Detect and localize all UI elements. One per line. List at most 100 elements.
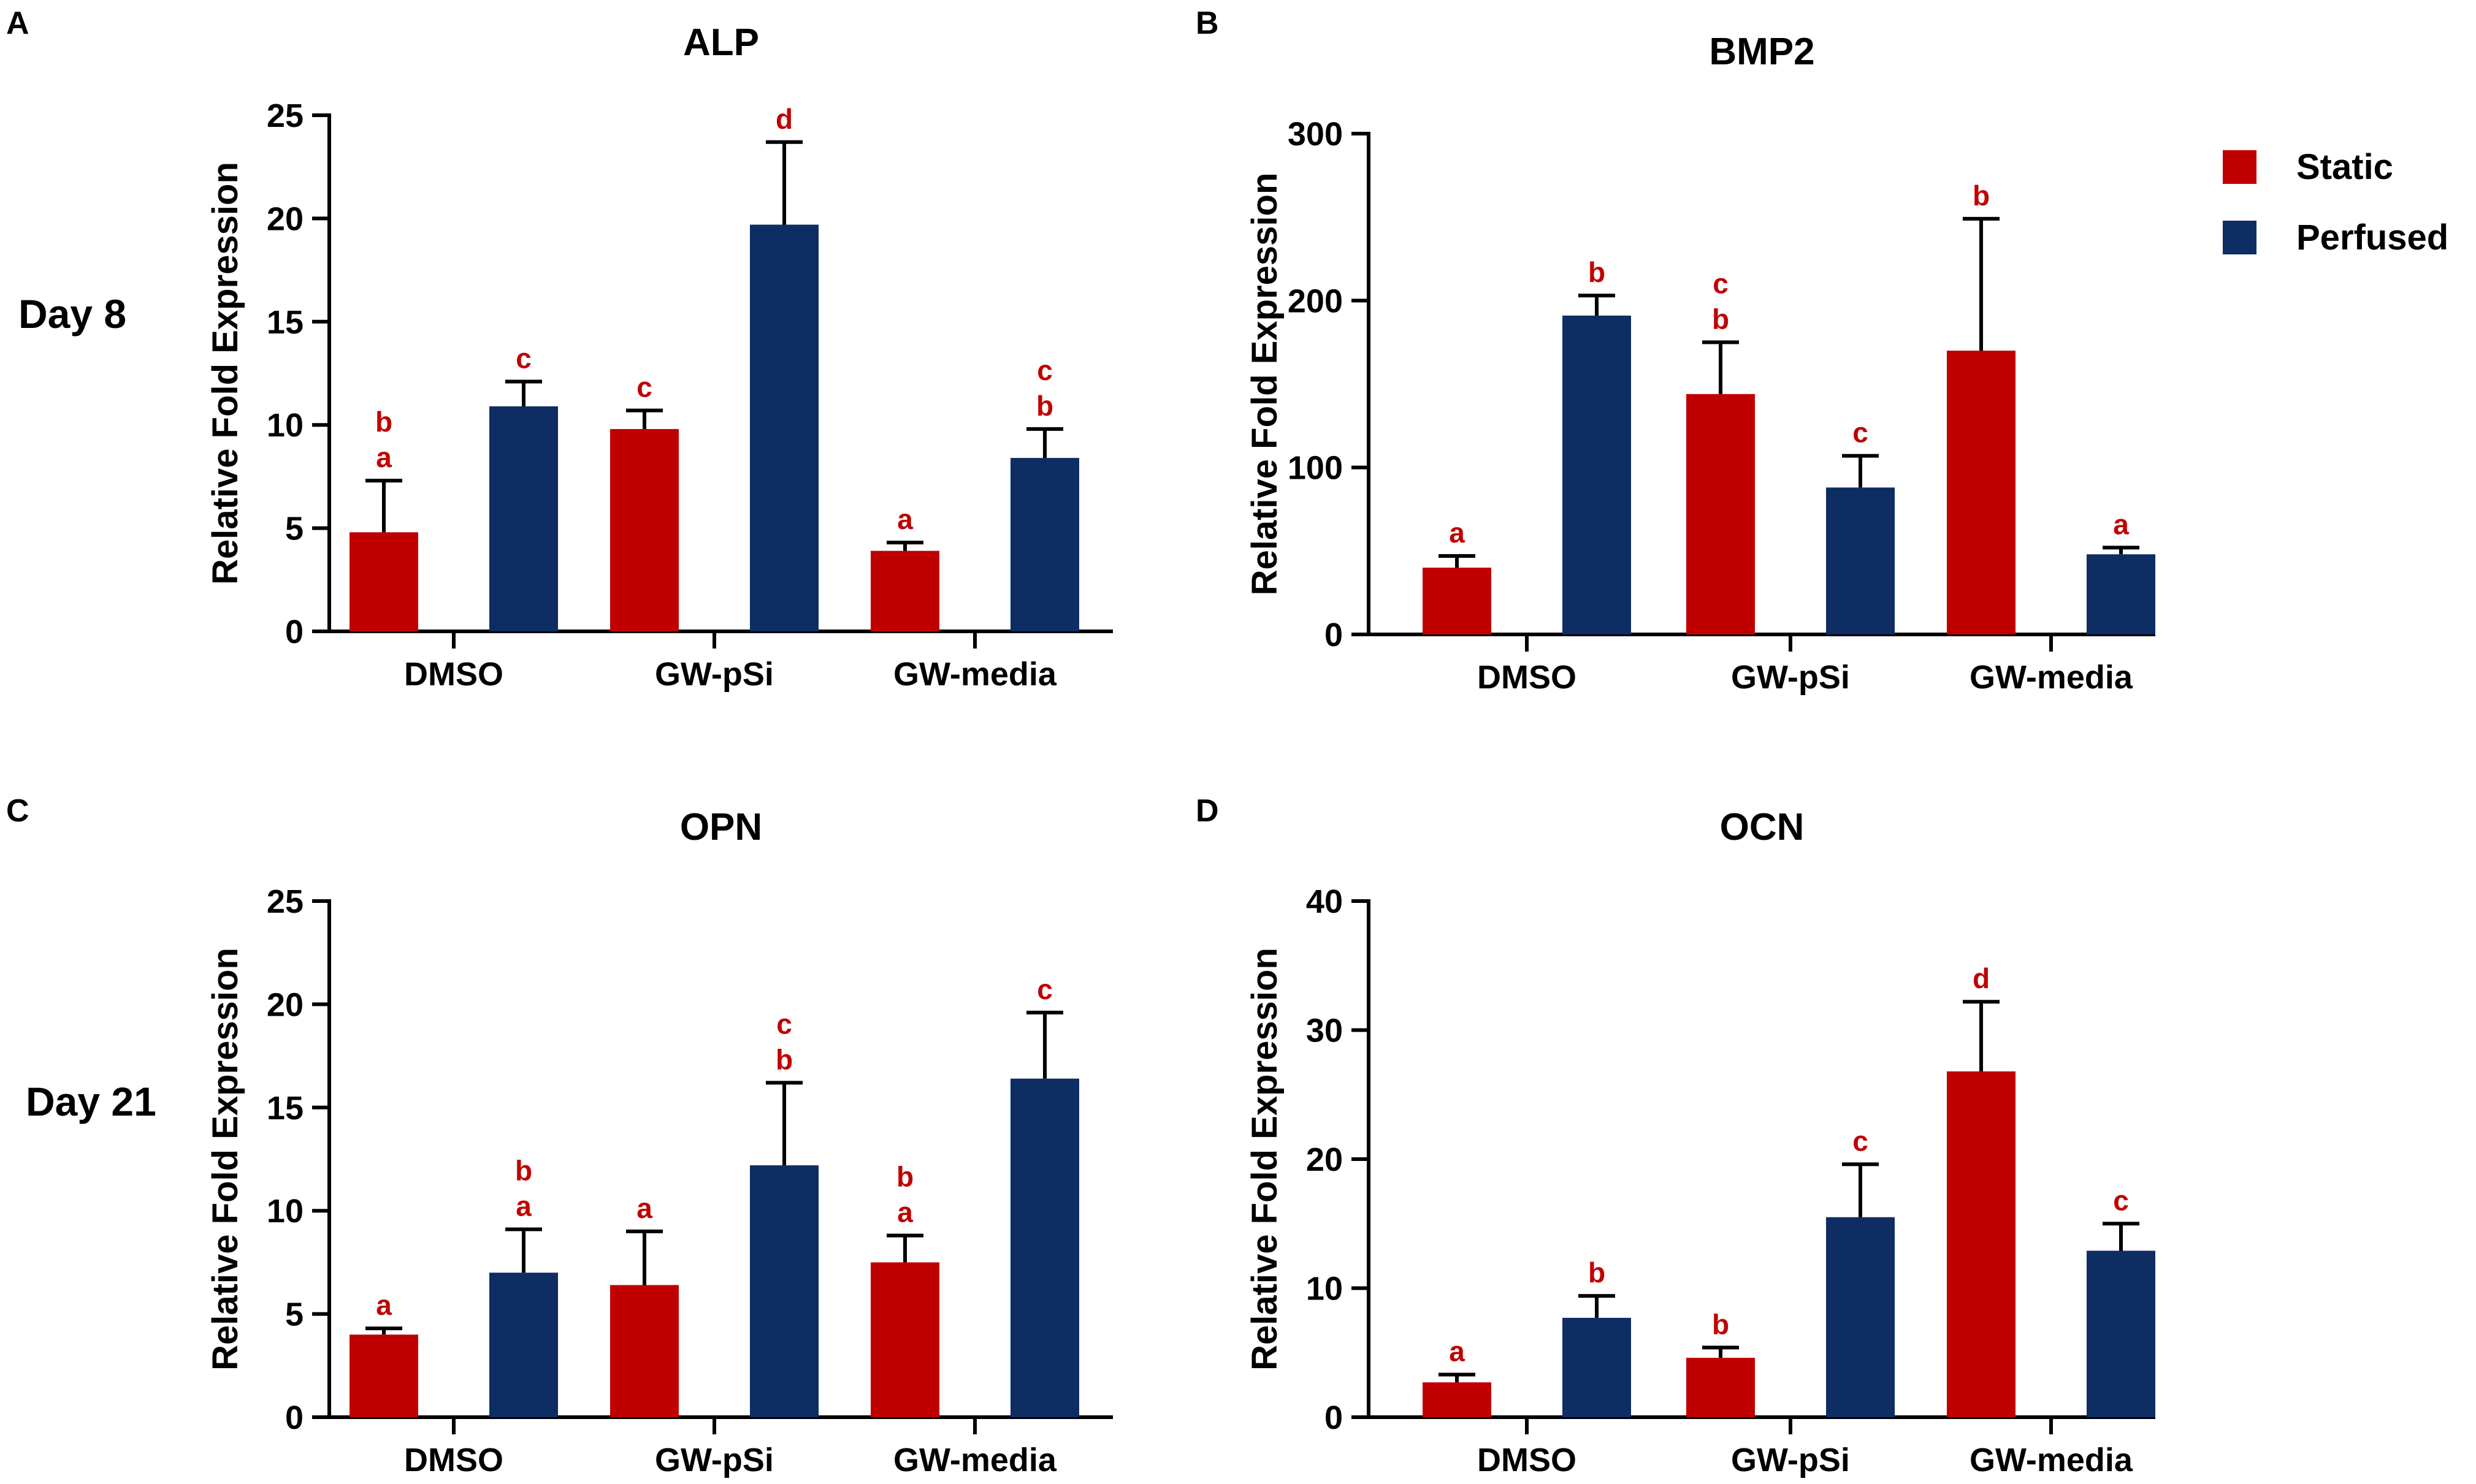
bar-c-perfused bbox=[1011, 1078, 1079, 1417]
legend-label-perfused: Perfused bbox=[2296, 218, 2448, 257]
significance-label-b-static: b bbox=[1973, 180, 1990, 211]
error-bar-c-perfused bbox=[766, 1081, 803, 1166]
y-tick-label-c: 15 bbox=[267, 1090, 304, 1127]
y-tick-label-a: 15 bbox=[267, 304, 304, 341]
significance-label-d-perfused: c bbox=[2113, 1184, 2129, 1216]
significance-label-b-static: c bbox=[1713, 267, 1729, 299]
significance-label-c-perfused: b bbox=[515, 1155, 532, 1187]
error-bar-d-static bbox=[1439, 1372, 1475, 1383]
error-bar-d-perfused bbox=[1842, 1162, 1879, 1217]
y-axis-label-c: Relative Fold Expression bbox=[205, 948, 245, 1371]
bar-c-static bbox=[350, 1334, 418, 1417]
y-axis-label-a: Relative Fold Expression bbox=[205, 162, 245, 585]
error-bar-a-static bbox=[365, 479, 402, 533]
significance-label-c-static: a bbox=[897, 1197, 913, 1228]
bar-d-static bbox=[1423, 1382, 1491, 1417]
bar-c-static bbox=[871, 1262, 939, 1417]
error-bar-a-static bbox=[626, 408, 663, 429]
error-bar-d-static bbox=[1702, 1345, 1739, 1358]
chart-title-d: OCN bbox=[1720, 806, 1805, 848]
y-tick-label-b: 300 bbox=[1288, 116, 1343, 153]
x-tick-label-a: DMSO bbox=[404, 656, 503, 693]
significance-label-a-perfused: c bbox=[516, 342, 532, 374]
y-tick-label-a: 20 bbox=[267, 200, 304, 237]
bar-b-static bbox=[1947, 351, 2016, 634]
x-tick-label-c: GW-media bbox=[893, 1442, 1057, 1478]
x-tick-label-b: GW-media bbox=[1970, 659, 2133, 696]
x-tick-label-d: GW-pSi bbox=[1731, 1442, 1850, 1478]
significance-label-a-static: c bbox=[636, 371, 652, 403]
significance-label-d-perfused: c bbox=[1852, 1125, 1868, 1157]
y-axis-label-b: Relative Fold Expression bbox=[1245, 173, 1285, 596]
bar-d-perfused bbox=[2087, 1250, 2155, 1417]
significance-label-a-static: a bbox=[897, 503, 913, 535]
bar-c-perfused bbox=[750, 1165, 819, 1417]
chart-title-a: ALP bbox=[683, 21, 759, 64]
y-tick-label-d: 40 bbox=[1306, 883, 1343, 920]
y-tick-label-c: 10 bbox=[267, 1193, 304, 1230]
bar-b-perfused bbox=[1562, 315, 1631, 634]
bar-b-perfused bbox=[1826, 487, 1895, 634]
significance-label-c-perfused: a bbox=[516, 1190, 532, 1222]
error-bar-b-perfused bbox=[2103, 546, 2139, 555]
row-label-day21: Day 21 bbox=[26, 1079, 156, 1124]
bar-a-static bbox=[871, 550, 939, 631]
bar-d-static bbox=[1947, 1071, 2016, 1417]
y-tick-label-b: 200 bbox=[1288, 283, 1343, 319]
x-tick-label-a: GW-pSi bbox=[655, 656, 774, 693]
bar-d-static bbox=[1686, 1358, 1755, 1417]
y-tick-label-d: 10 bbox=[1306, 1271, 1343, 1307]
error-bar-a-perfused bbox=[505, 379, 542, 406]
bar-b-perfused bbox=[2087, 554, 2155, 634]
legend-swatch-static bbox=[2223, 150, 2256, 184]
significance-label-c-static: a bbox=[376, 1289, 392, 1321]
significance-label-c-perfused: c bbox=[776, 1008, 792, 1040]
y-tick-label-b: 100 bbox=[1288, 450, 1343, 487]
chart-panel-d: D OCN Relative Fold Expression 0 10 20 30 40 DMS… bbox=[1196, 793, 2155, 1478]
error-bar-d-static bbox=[1963, 1000, 2000, 1071]
error-bar-b-static bbox=[1439, 554, 1475, 568]
y-tick-label-a: 5 bbox=[285, 511, 304, 547]
significance-label-b-static: a bbox=[1449, 517, 1465, 549]
bar-a-perfused bbox=[750, 224, 819, 631]
bar-a-static bbox=[610, 428, 679, 631]
legend-label-static: Static bbox=[2296, 147, 2393, 187]
y-tick-label-c: 25 bbox=[267, 883, 304, 920]
error-bar-c-perfused bbox=[1026, 1010, 1063, 1079]
y-tick-label-c: 0 bbox=[285, 1399, 304, 1436]
figure-extras: Day 8 Day 21 Static Perfused bbox=[18, 147, 2448, 1124]
y-tick-label-d: 0 bbox=[1324, 1399, 1343, 1436]
significance-label-b-perfused: a bbox=[2113, 508, 2129, 540]
chart-title-c: OPN bbox=[680, 806, 762, 848]
x-tick-label-c: GW-pSi bbox=[655, 1442, 774, 1478]
x-tick-label-c: DMSO bbox=[404, 1442, 503, 1478]
x-tick-label-d: DMSO bbox=[1477, 1442, 1576, 1478]
chart-panel-b: B BMP2 Relative Fold Expression 0 100 200 300 D… bbox=[1196, 6, 2155, 696]
x-tick-label-b: DMSO bbox=[1477, 659, 1576, 696]
significance-label-d-static: b bbox=[1712, 1308, 1729, 1340]
x-tick-label-a: GW-media bbox=[893, 656, 1057, 693]
charts-layer: A ALP Relative Fold Expression 0 5 10 15 20 25 DM… bbox=[6, 6, 2155, 1478]
error-bar-d-perfused bbox=[1578, 1294, 1615, 1318]
legend: Static Perfused bbox=[2223, 147, 2448, 257]
significance-label-d-perfused: b bbox=[1588, 1257, 1605, 1288]
panel-letter-c: C bbox=[6, 793, 29, 829]
row-label-day8: Day 8 bbox=[18, 291, 126, 337]
error-bar-b-perfused bbox=[1578, 294, 1615, 316]
legend-swatch-perfused bbox=[2223, 221, 2256, 254]
error-bar-b-static bbox=[1963, 216, 2000, 351]
error-bar-a-static bbox=[887, 541, 923, 551]
y-tick-label-b: 0 bbox=[1324, 617, 1343, 653]
panel-letter-d: D bbox=[1196, 793, 1219, 829]
significance-label-a-perfused: c bbox=[1037, 354, 1053, 386]
significance-label-d-static: d bbox=[1973, 962, 1990, 994]
error-bar-c-perfused bbox=[505, 1227, 542, 1273]
significance-label-c-static: b bbox=[896, 1161, 914, 1193]
error-bar-a-perfused bbox=[766, 140, 803, 225]
bar-a-perfused bbox=[1011, 458, 1079, 631]
error-bar-b-static bbox=[1702, 340, 1739, 394]
error-bar-b-perfused bbox=[1842, 454, 1879, 488]
bar-b-static bbox=[1423, 568, 1491, 634]
y-tick-label-d: 20 bbox=[1306, 1141, 1343, 1178]
